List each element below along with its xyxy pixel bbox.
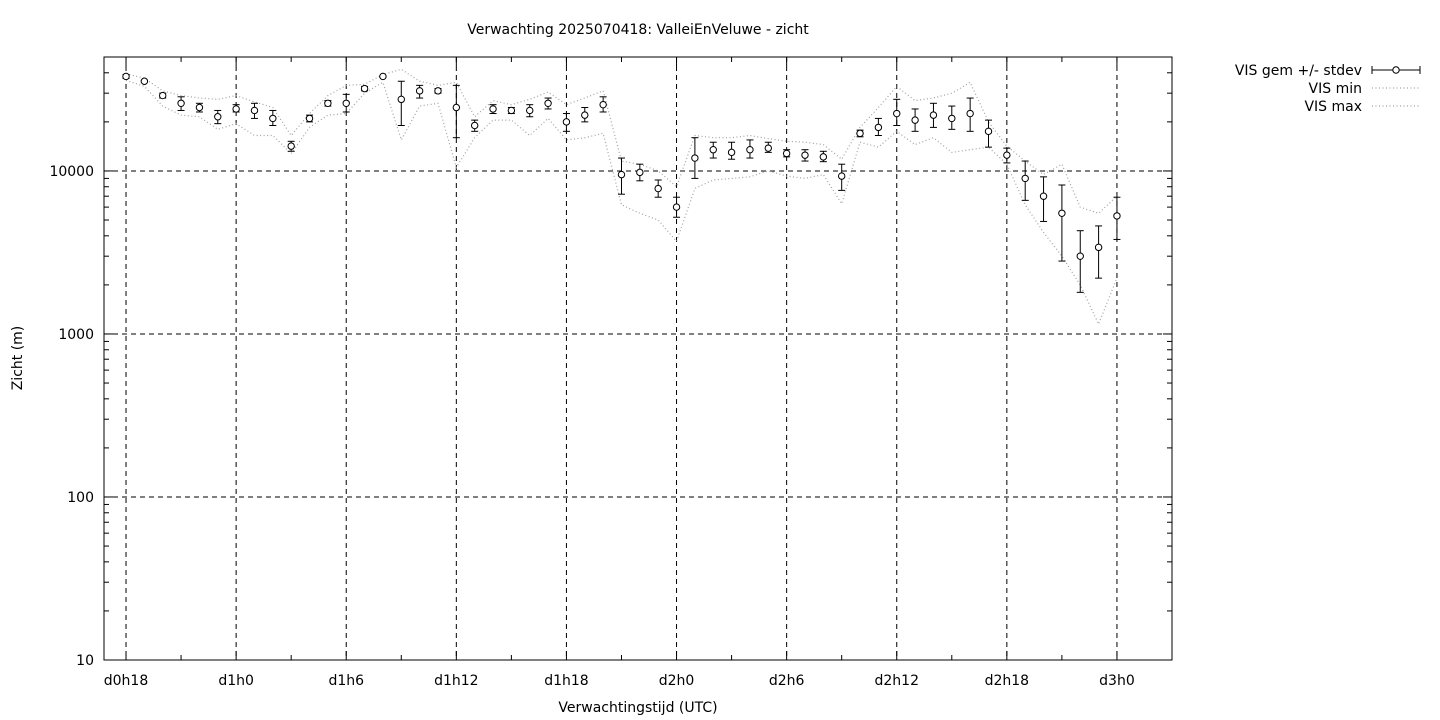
data-point	[893, 109, 901, 118]
legend: VIS gem +/- stdev VIS min VIS max	[1235, 63, 1421, 115]
data-points	[122, 72, 1121, 260]
data-point	[819, 153, 828, 161]
x-tick-label: d2h0	[659, 673, 695, 689]
data-point	[342, 99, 350, 107]
data-point	[581, 111, 589, 119]
data-point	[397, 95, 405, 104]
data-point	[434, 87, 442, 95]
data-point	[250, 106, 259, 115]
vis-min-line	[125, 79, 1118, 326]
data-point	[599, 100, 607, 109]
chart-title: Verwachting 2025070418: ValleiEnVeluwe -…	[467, 22, 809, 38]
data-point	[159, 91, 167, 100]
data-point	[801, 151, 809, 159]
x-tick-label: d1h12	[434, 673, 478, 689]
plot-frame	[103, 56, 1173, 661]
x-axis-ticks: d0h18 d1h0 d1h6 d1h12 d1h18 d2h0 d2h6 d2h12 d2h1…	[104, 57, 1135, 689]
data-point	[727, 148, 736, 157]
data-point	[415, 87, 424, 95]
data-point	[1003, 151, 1011, 159]
data-point	[526, 106, 534, 115]
data-point	[379, 72, 387, 81]
data-point	[360, 84, 369, 93]
y-tick-label: 10	[76, 653, 94, 669]
data-point	[911, 116, 919, 124]
x-axis-label: Verwachtingstijd (UTC)	[558, 700, 717, 716]
y-tick-label: 1000	[58, 327, 94, 343]
legend-point	[1392, 66, 1400, 74]
data-point	[856, 129, 864, 138]
legend-label: VIS gem +/- stdev	[1235, 63, 1362, 79]
x-tick-label: d2h12	[875, 673, 919, 689]
data-point	[837, 172, 846, 180]
data-point	[287, 142, 295, 150]
x-tick-label: d1h6	[328, 673, 364, 689]
data-point	[672, 203, 681, 211]
x-tick-label: d1h0	[218, 673, 254, 689]
data-point	[470, 121, 479, 130]
series-vis-min	[125, 79, 1118, 326]
data-point	[1039, 192, 1048, 200]
x-tick-label: d2h6	[769, 673, 805, 689]
data-point	[544, 99, 552, 107]
data-point	[452, 103, 461, 112]
data-point	[874, 123, 883, 132]
y-tick-label: 100	[67, 490, 94, 506]
data-point	[966, 109, 974, 118]
data-point	[691, 154, 699, 162]
data-point	[654, 184, 662, 193]
legend-label: VIS min	[1309, 81, 1362, 97]
data-point	[782, 149, 791, 158]
data-point	[948, 114, 956, 123]
legend-label: VIS max	[1304, 99, 1362, 115]
data-point	[324, 99, 332, 107]
data-point	[636, 168, 644, 177]
data-point	[232, 105, 240, 113]
x-tick-label: d0h18	[104, 673, 148, 689]
data-point	[1076, 252, 1084, 260]
data-point	[214, 113, 222, 121]
y-tick-label: 10000	[49, 164, 94, 180]
data-point	[1058, 209, 1066, 217]
data-point	[1113, 212, 1121, 220]
data-point	[177, 99, 185, 107]
data-point	[764, 144, 772, 152]
data-point	[562, 118, 571, 126]
y-axis-ticks: 10 100 1000 10000	[49, 56, 1172, 669]
data-point	[305, 114, 314, 123]
data-point	[929, 111, 938, 119]
data-point	[507, 106, 516, 115]
data-point	[1094, 243, 1103, 252]
data-point	[122, 72, 130, 81]
data-point	[617, 170, 626, 179]
y-axis-label: Zicht (m)	[10, 326, 26, 391]
data-point	[489, 105, 497, 113]
data-point	[984, 127, 993, 136]
data-point	[195, 103, 204, 112]
data-point	[140, 77, 149, 85]
data-point	[709, 145, 717, 154]
x-tick-label: d2h18	[985, 673, 1029, 689]
data-point	[746, 145, 754, 154]
x-tick-label: d1h18	[544, 673, 588, 689]
x-tick-label: d3h0	[1099, 673, 1135, 689]
data-point	[1021, 174, 1029, 183]
data-point	[269, 114, 277, 123]
